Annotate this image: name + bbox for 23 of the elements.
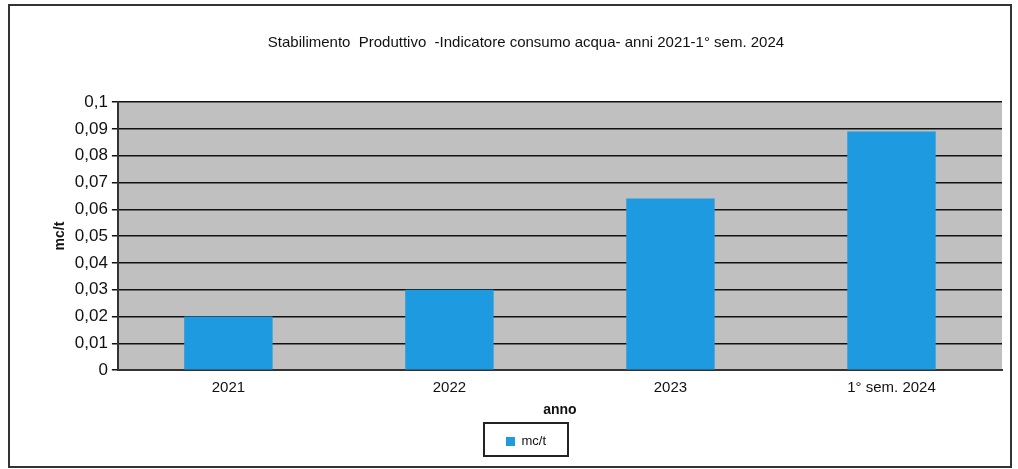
x-tick-label: 2022 [432,378,467,396]
y-tick-label: 0,03 [74,279,108,299]
y-axis-title: mc/t [51,221,68,251]
x-axis-title: anno [543,401,577,418]
y-tick-label: 0 [98,359,108,379]
y-tick-label: 0,1 [84,91,108,111]
y-tick-label: 0,06 [74,198,108,218]
y-tick-label: 0,08 [74,145,108,165]
y-tick-label: 0,07 [74,172,108,192]
bar [847,131,936,370]
y-tick-label: 0,09 [74,118,108,138]
x-tick-label: 2021 [211,378,246,396]
y-tick-label: 0,02 [74,306,108,326]
y-tick-label: 0,04 [74,252,108,272]
bar [405,289,494,370]
y-tick-label: 0,05 [74,225,108,245]
x-tick-label: 1° sem. 2024 [847,378,936,396]
x-tick-label: 2023 [653,378,688,396]
legend-label: mc/t [521,433,547,449]
bar [626,198,715,370]
chart-title: Stabilimento Produttivo -Indicatore consumo acqua- anni 2021-1° sem. 2024 [267,33,785,51]
y-tick-label: 0,01 [74,333,108,353]
bar [184,316,273,370]
